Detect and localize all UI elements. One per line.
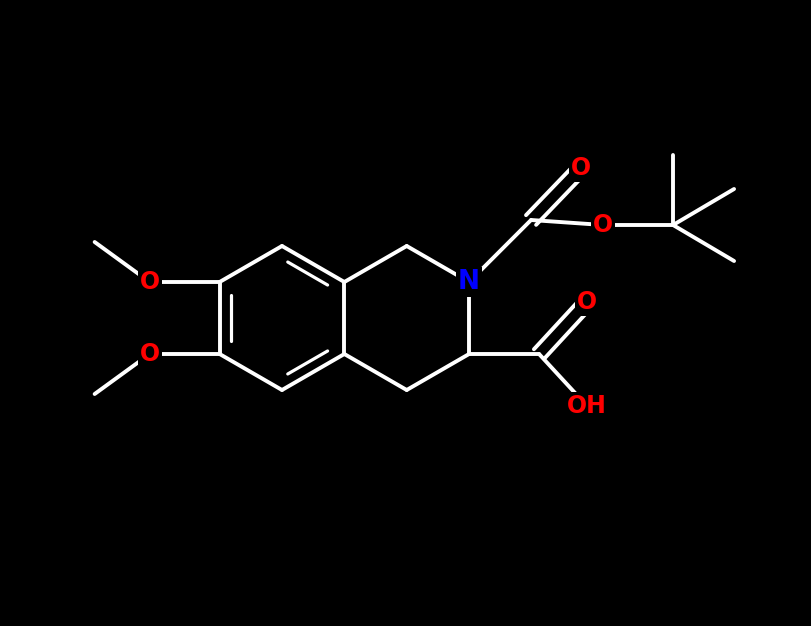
Text: O: O	[570, 156, 590, 180]
Text: N: N	[457, 269, 479, 295]
Text: O: O	[592, 213, 612, 237]
Text: O: O	[577, 290, 596, 314]
Text: O: O	[139, 342, 160, 366]
Text: O: O	[139, 270, 160, 294]
Text: OH: OH	[566, 394, 607, 418]
